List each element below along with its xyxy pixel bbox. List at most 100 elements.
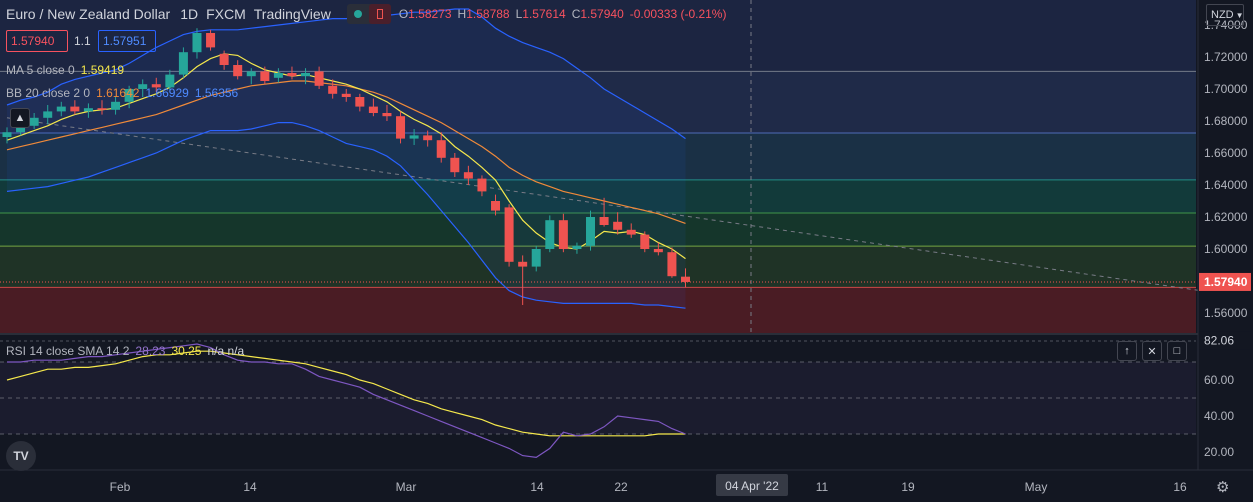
trend-line (6, 117, 1253, 299)
price-tick-label: 1.72000 (1204, 50, 1248, 64)
candle-body (233, 65, 243, 77)
candle-body (599, 217, 609, 225)
candle-body (328, 85, 338, 94)
candle-body (273, 73, 283, 78)
candle-body (70, 106, 80, 112)
fib-zone (0, 287, 1196, 333)
candle-body (436, 140, 446, 158)
candle-body (56, 106, 66, 112)
candle-body (491, 201, 501, 211)
price-tick-label: 1.56000 (1204, 306, 1248, 320)
candle-body (545, 220, 555, 249)
rsi-sma-value: 30.25 (171, 344, 202, 358)
candle-body (518, 261, 528, 267)
close-icon: ✕ (1147, 345, 1157, 358)
time-tick-label: 11 (816, 480, 829, 494)
collapse-legend-button[interactable]: ▲ (10, 108, 30, 128)
pane-maximize-button[interactable]: □ (1167, 341, 1187, 361)
rsi-sma-line (6, 350, 686, 437)
tradingview-logo-icon[interactable]: TV (6, 441, 36, 471)
rsi-line (7, 343, 686, 459)
candle-body (531, 249, 541, 267)
rsi-band-fill (0, 362, 1196, 434)
rsi-tick-label: 60.00 (1204, 373, 1234, 387)
buy-button[interactable]: 1.57951 (98, 30, 156, 52)
candle-body (396, 116, 406, 139)
candle-body (572, 245, 582, 249)
candle-body (586, 217, 596, 246)
rsi-tick-label: 20.00 (1204, 445, 1234, 459)
exchange-label: FXCM (206, 6, 246, 22)
market-status-group[interactable] (346, 4, 391, 24)
candle-body (165, 74, 175, 88)
candle-body (260, 71, 270, 81)
candle-body (477, 178, 487, 192)
time-tick-label: Mar (396, 480, 417, 494)
time-tick-label: 22 (614, 480, 628, 494)
pane-close-button[interactable]: ✕ (1142, 341, 1162, 361)
spread-label: 1.1 (74, 34, 91, 48)
candle-body (83, 108, 93, 112)
ohlc-high-label: H (457, 7, 467, 21)
candle-body (667, 252, 677, 277)
chevron-up-icon: ▲ (14, 112, 26, 124)
ma-legend[interactable]: MA 5 close 0 1.59419 (6, 59, 124, 81)
ohlc-close-label: C (571, 7, 581, 21)
candle-body (613, 221, 623, 230)
ma-value: 1.59419 (80, 63, 125, 77)
candle-body (423, 135, 433, 141)
currency-selector[interactable]: NZD ▼ (1206, 4, 1244, 26)
candle-body (138, 84, 148, 89)
bb-upper-line (6, 8, 686, 140)
arrow-up-icon: ↑ (1124, 345, 1130, 357)
bb-upper-value: 1.66929 (145, 86, 189, 100)
candle-body (178, 52, 188, 75)
time-tick-label: 14 (243, 480, 257, 494)
candle-body (111, 101, 121, 110)
rsi-max-tag (1199, 331, 1251, 350)
candle-body (287, 73, 297, 77)
bb-basis-line (6, 80, 686, 224)
last-price-tag (1199, 272, 1251, 291)
candle-body (626, 229, 636, 235)
ohlc-close-value: 1.57940 (580, 7, 624, 21)
settings-gear-icon[interactable]: ⚙ (1216, 479, 1230, 496)
candle-body (206, 33, 216, 48)
rsi-legend[interactable]: RSI 14 close SMA 14 2 28.23 30.25 n/a n/… (6, 340, 244, 362)
candle-body (504, 207, 514, 262)
candle-body (192, 33, 202, 53)
time-tick-label: May (1025, 480, 1048, 494)
time-tick-label: Feb (110, 480, 131, 494)
price-tick-label: 1.60000 (1204, 242, 1248, 256)
last-price-tag-label: 1.57940 (1204, 275, 1248, 289)
market-open-icon[interactable] (347, 4, 369, 24)
candle-body (463, 172, 473, 179)
price-tick-label: 1.64000 (1204, 178, 1248, 192)
candle-body (16, 125, 26, 133)
candle-body (301, 73, 311, 77)
price-tick-label: 1.66000 (1204, 146, 1248, 160)
sell-button[interactable]: 1.57940 (6, 30, 68, 52)
rsi-tick-label: 82.06 (1204, 333, 1234, 347)
symbol-title[interactable]: Euro / New Zealand Dollar (6, 6, 171, 22)
bb-legend[interactable]: BB 20 close 2 0 1.61642 1.66929 1.56356 (6, 82, 238, 104)
candle-body (246, 71, 256, 77)
interval-label[interactable]: 1D (180, 6, 199, 22)
bb-lower-line (6, 121, 686, 309)
pane-up-button[interactable]: ↑ (1117, 341, 1137, 361)
price-axis-bg (1198, 0, 1253, 470)
candle-body (355, 97, 365, 107)
crosshair-time-label: 04 Apr '22 (725, 479, 779, 493)
candle-body (450, 157, 460, 173)
bb-name: BB 20 close 2 0 (6, 86, 91, 100)
candle-body (681, 276, 690, 282)
ohlc-low-label: L (515, 7, 523, 21)
crosshair-time-tag (716, 474, 788, 496)
ohlc-change: -0.00333 (-0.21%) (629, 7, 727, 21)
alert-icon[interactable] (368, 4, 391, 24)
currency-label: NZD (1211, 9, 1234, 21)
maximize-icon: □ (1173, 345, 1181, 357)
candle-body (314, 71, 324, 86)
